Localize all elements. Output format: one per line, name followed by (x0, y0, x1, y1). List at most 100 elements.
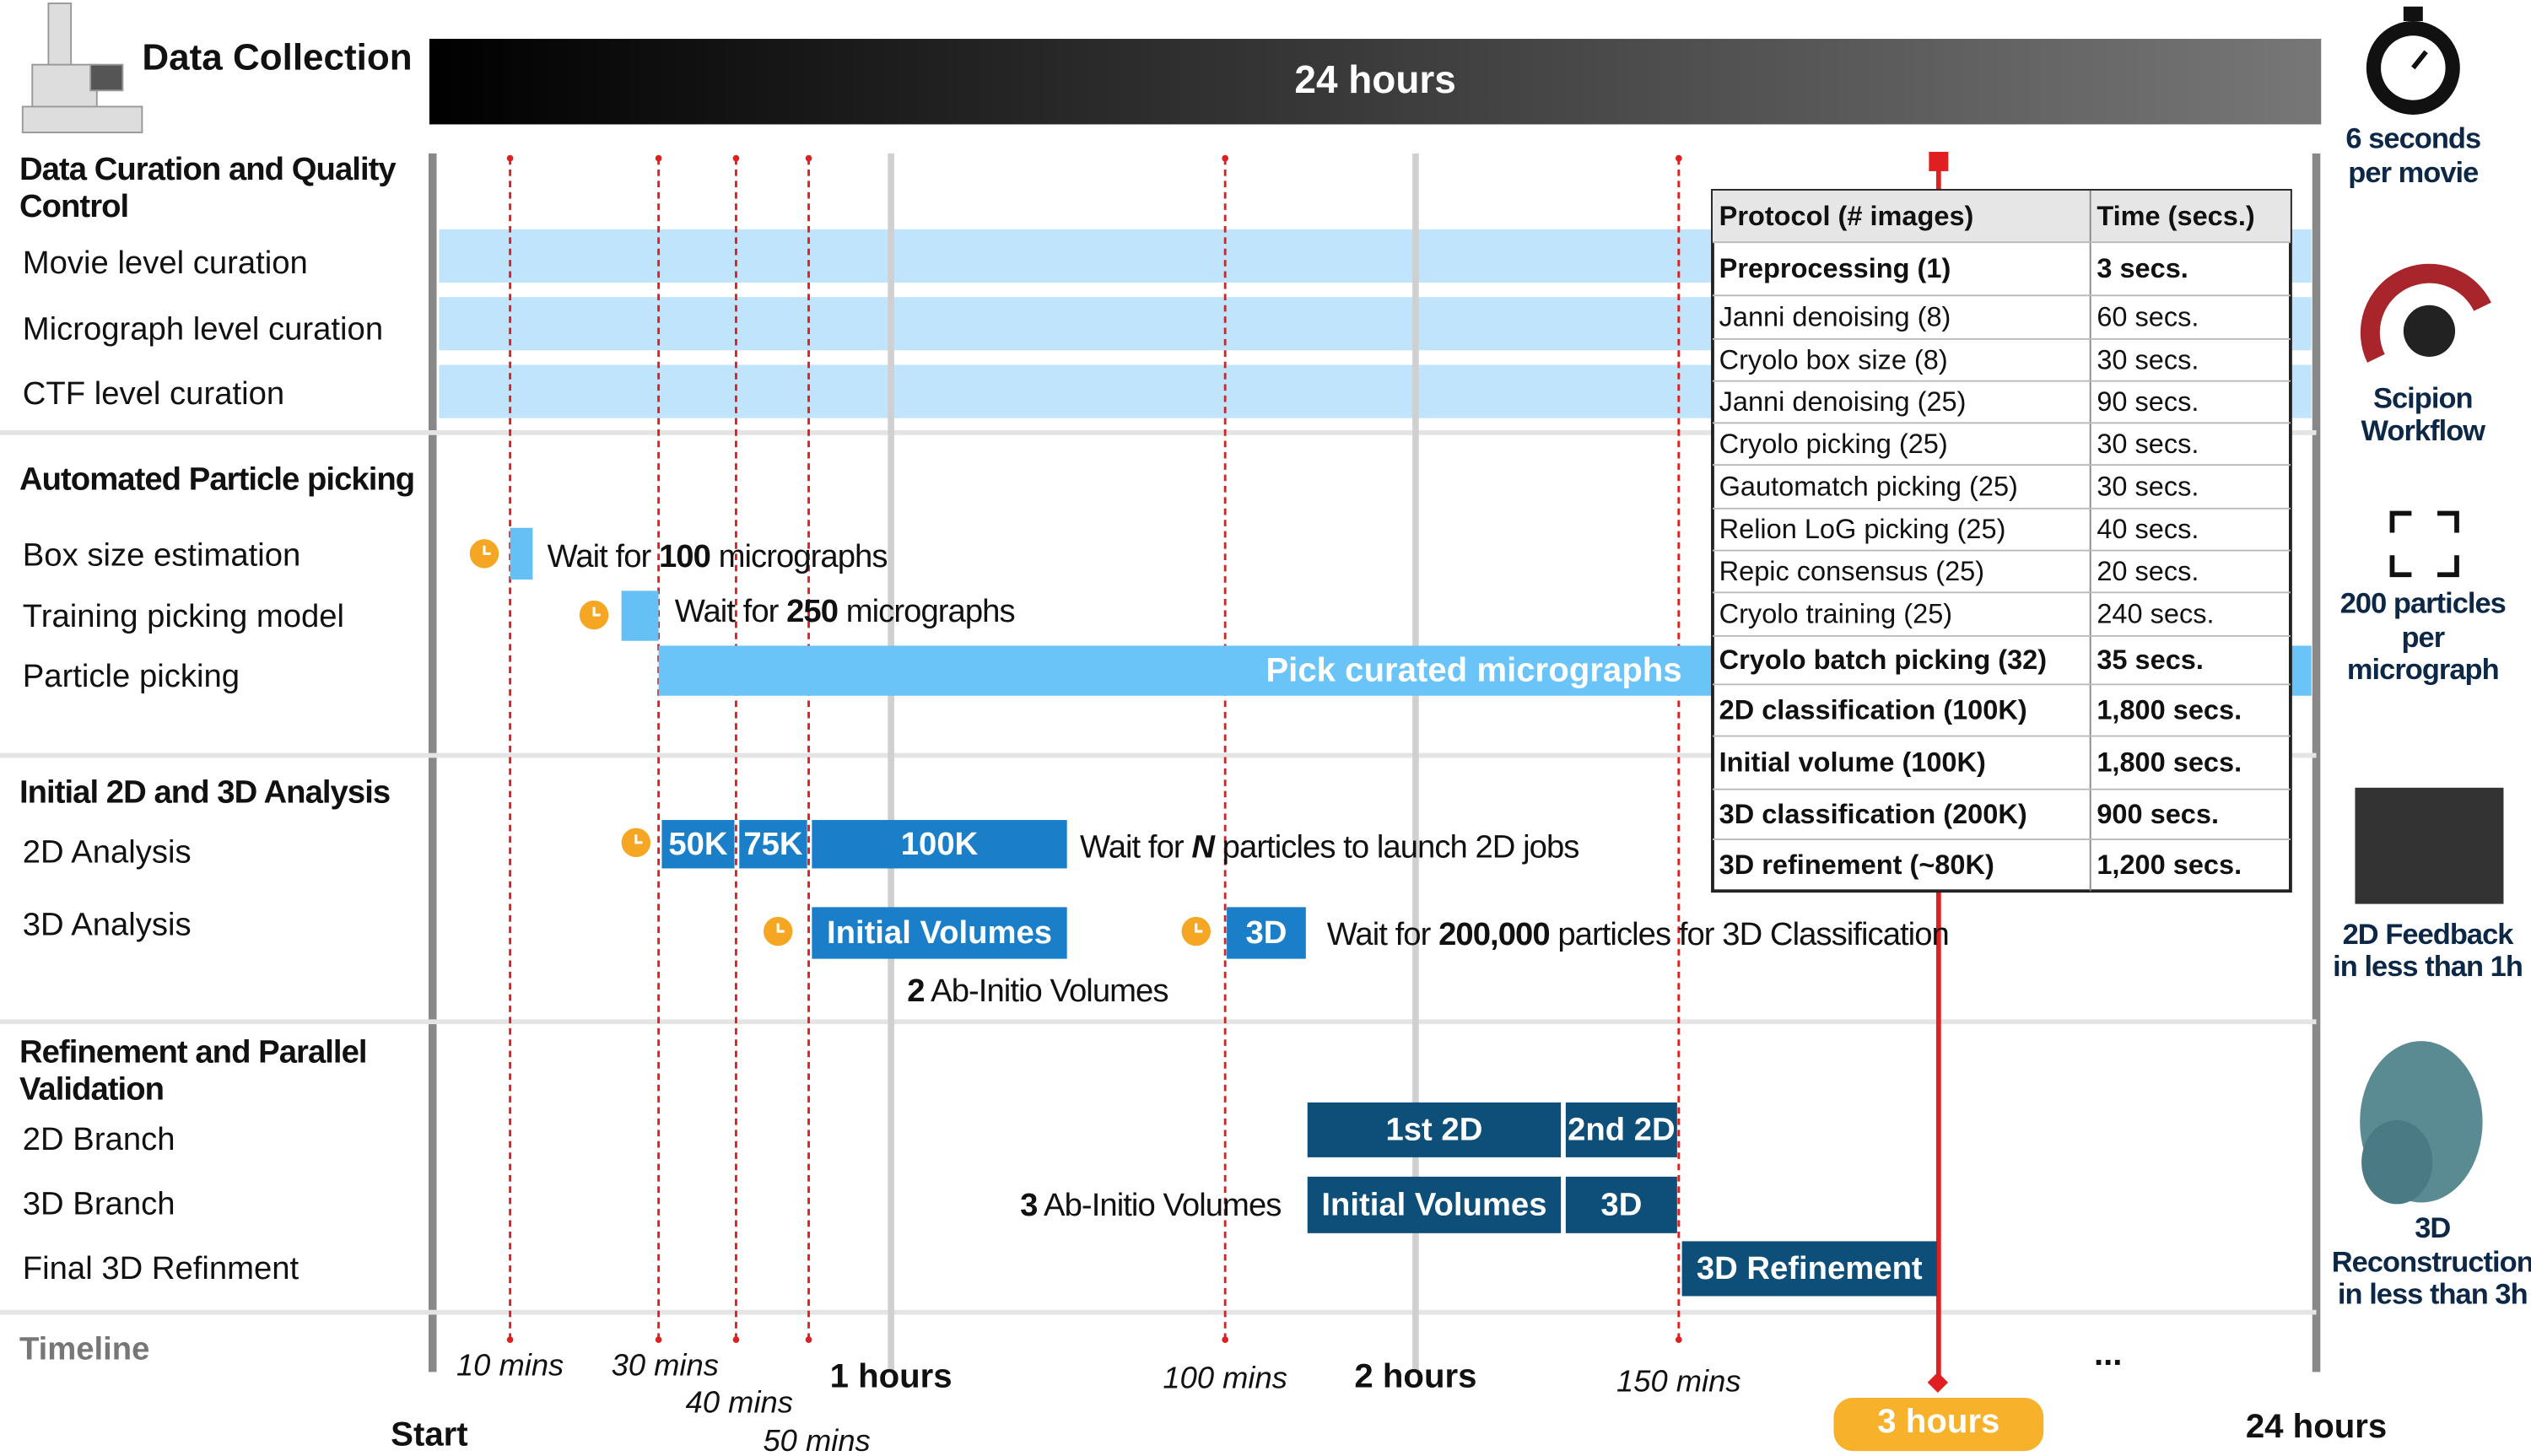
annotation-part: Wait for (675, 593, 786, 629)
annotation: Wait for 250 micrographs (675, 593, 1015, 629)
milestone-dot (805, 1336, 812, 1343)
table-cell: 3 secs. (2097, 253, 2188, 283)
timeline-mark: 50 mins (763, 1423, 870, 1456)
annotation-part: particles for 3D Classification (1550, 916, 1949, 952)
annotation-part: 250 (786, 593, 838, 629)
row-label: Training picking model (23, 598, 344, 634)
annotation-part: particles to launch 2D jobs (1214, 829, 1579, 866)
timeline-mark: 2 hours (1354, 1357, 1476, 1395)
table-cell: 30 secs. (2097, 471, 2199, 501)
timeline-mark: 24 hours (2246, 1407, 2387, 1445)
highlight-text: in less than 1h (2333, 951, 2523, 983)
table-cell: 20 secs. (2097, 556, 2199, 586)
row-label: Final 3D Refinment (23, 1250, 300, 1286)
annotation-part: Wait for (548, 538, 659, 574)
timeline-mark: 3 hours (1877, 1402, 1999, 1440)
table-cell: 1,800 secs. (2097, 747, 2242, 778)
row-label: Movie level curation (23, 245, 308, 281)
section-title: Initial 2D and 3D Analysis (19, 774, 390, 811)
frame-icon (2389, 510, 2459, 578)
milestone-dot (732, 154, 740, 162)
timeline-mark: 1 hours (830, 1357, 952, 1395)
block-label: 50K (668, 826, 728, 862)
block-label: 75K (743, 826, 803, 862)
process-block (812, 820, 1067, 869)
timeline-mark: 150 mins (1616, 1363, 1740, 1398)
block-label: Pick curated micrographs (1266, 651, 1681, 689)
annotation-part: N (1191, 829, 1216, 866)
annotation-part: Ab-Initio Volumes (925, 973, 1168, 1009)
highlight-text: 200 particles (2340, 588, 2506, 620)
milestone-dot (506, 1336, 514, 1343)
annotation-part: Ab-Initio Volumes (1038, 1187, 1282, 1223)
table-cell: Janni denoising (8) (1719, 302, 1951, 332)
process-block (1307, 1176, 1562, 1233)
section-title: Validation (19, 1071, 164, 1108)
clock-hand (1195, 923, 1203, 933)
row-label: Micrograph level curation (23, 310, 383, 347)
protein-icon (2360, 1041, 2483, 1205)
annotation-part: 2 (907, 973, 924, 1009)
row-label: Box size estimation (23, 537, 301, 573)
block-label: 3D Refinement (1697, 1250, 1923, 1286)
stopwatch-icon (2366, 6, 2460, 115)
microscope-icon (21, 2, 143, 133)
milestone-dot (1222, 154, 1228, 162)
row-label: 2D Analysis (23, 833, 192, 870)
milestone-dot (1222, 1336, 1228, 1343)
block-label: 3D (1246, 914, 1287, 951)
process-block (1227, 907, 1306, 959)
table-cell: 60 secs. (2097, 302, 2199, 332)
table-cell: Initial volume (100K) (1719, 747, 1986, 778)
class-averages-icon (2355, 787, 2504, 904)
milestone-dot (1675, 1336, 1682, 1343)
timeline-label: Timeline (19, 1331, 149, 1367)
table-cell: 3D refinement (~80K) (1719, 849, 1994, 880)
table-bg (1711, 188, 2292, 893)
milestone-dot (655, 154, 662, 162)
table-cell: 1,200 secs. (2097, 849, 2242, 880)
highlight-text: 3D (2415, 1212, 2450, 1244)
timeline-mark: ... (2094, 1335, 2122, 1372)
process-block (1565, 1102, 1677, 1157)
table-cell: Cryolo box size (8) (1719, 344, 1948, 375)
clock-hand (483, 545, 491, 555)
block-label: 2nd 2D (1568, 1111, 1676, 1147)
annotation: Wait for 200,000 particles for 3D Classi… (1327, 916, 1949, 952)
table-cell: Repic consensus (25) (1719, 556, 1984, 586)
section-title: Automated Particle picking (19, 461, 414, 497)
table-cell: 35 secs. (2097, 644, 2204, 675)
annotation-part: micrographs (838, 593, 1015, 629)
annotation: 2 Ab-Initio Volumes (907, 973, 1168, 1009)
process-block (1307, 1102, 1562, 1157)
row-label: 2D Branch (23, 1121, 175, 1157)
current-time-badge (1833, 1398, 2044, 1452)
annotation-part: 3 (1020, 1187, 1037, 1223)
annotation-part: micrographs (710, 538, 888, 574)
header-bar (429, 39, 2322, 125)
process-block (739, 820, 807, 869)
table-cell: 3D classification (200K) (1719, 799, 2027, 829)
row-label: CTF level curation (23, 375, 284, 412)
annotation-part: 200,000 (1438, 916, 1550, 952)
table-cell: 30 secs. (2097, 429, 2199, 459)
timeline-mark: 10 mins (456, 1347, 564, 1382)
annotation-part: Wait for (1080, 829, 1191, 866)
table-cell: 2D classification (100K) (1719, 694, 2027, 725)
block-label: Initial Volumes (1321, 1186, 1546, 1222)
timeline-mark: 40 mins (686, 1384, 793, 1419)
annotation: Wait for 100 micrographs (548, 538, 888, 574)
highlight-text: Scipion (2373, 383, 2473, 415)
timeline-mark: 30 mins (612, 1347, 719, 1382)
highlight-text: micrograph (2347, 654, 2499, 686)
table-cell: 240 secs. (2097, 599, 2214, 629)
section-title: Data Curation and Quality (19, 151, 397, 187)
milestone-dot (506, 154, 514, 162)
process-block (1565, 1176, 1677, 1233)
clock-hand (634, 834, 643, 844)
row-label: 3D Analysis (23, 906, 192, 942)
block-label: 100K (901, 826, 979, 862)
header-title: Data Collection (142, 37, 412, 78)
